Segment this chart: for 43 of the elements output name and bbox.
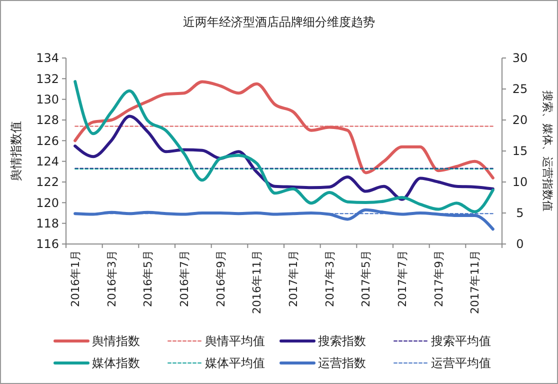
y2-tick-label: 5 [516, 206, 524, 220]
y2-tick-label: 30 [512, 51, 528, 66]
x-tick-label: 2017年1月 [286, 250, 300, 307]
x-tick-label: 2017年9月 [432, 250, 446, 307]
x-tick-label: 2017年3月 [323, 250, 336, 307]
x-tick-label: 2016年3月 [105, 250, 118, 307]
y2-tick-label: 25 [512, 82, 528, 96]
x-tick-label: 2016年11月 [250, 250, 264, 314]
x-tick-label: 2017年5月 [360, 250, 373, 307]
legend-label: 搜索平均值 [431, 334, 491, 348]
y-tick-label: 122 [36, 175, 59, 190]
legend-label: 搜索指数 [318, 334, 366, 348]
y-tick-label: 132 [36, 72, 59, 86]
legend-label: 媒体平均值 [205, 356, 265, 370]
y-tick-label: 124 [36, 154, 59, 169]
y-tick-label: 118 [36, 216, 59, 231]
y-tick-label: 126 [36, 134, 59, 148]
legend-label: 舆情指数 [92, 334, 140, 348]
y-tick-label: 116 [36, 237, 59, 252]
legend-label: 运营平均值 [431, 356, 491, 370]
legend-label: 运营指数 [318, 356, 366, 370]
x-tick-label: 2017年11月 [468, 250, 482, 314]
line-series [74, 114, 494, 201]
y2-tick-label: 10 [512, 175, 528, 190]
chart-title: 近两年经济型酒店品牌细分维度趋势 [183, 15, 375, 29]
y-tick-label: 120 [36, 196, 59, 210]
x-tick-label: 2016年5月 [142, 250, 155, 307]
x-tick-label: 2016年7月 [178, 250, 191, 307]
y2-tick-label: 20 [512, 113, 528, 128]
x-tick-label: 2016年1月 [68, 250, 82, 307]
y2-axis-title: 搜索、媒体、运营指数值 [541, 90, 554, 212]
y2-tick-label: 15 [512, 144, 528, 158]
x-tick-label: 2017年7月 [396, 250, 409, 307]
y-tick-label: 130 [36, 92, 59, 107]
y-tick-label: 134 [36, 51, 59, 66]
legend-label: 媒体指数 [92, 356, 140, 370]
line-series [74, 80, 494, 180]
line-series [74, 80, 494, 214]
legend-label: 舆情平均值 [205, 334, 265, 348]
y2-tick-label: 0 [516, 237, 524, 252]
y-axis-title: 舆情指数值 [9, 121, 23, 181]
x-tick-label: 2016年9月 [214, 250, 228, 307]
y-tick-label: 128 [36, 113, 59, 128]
